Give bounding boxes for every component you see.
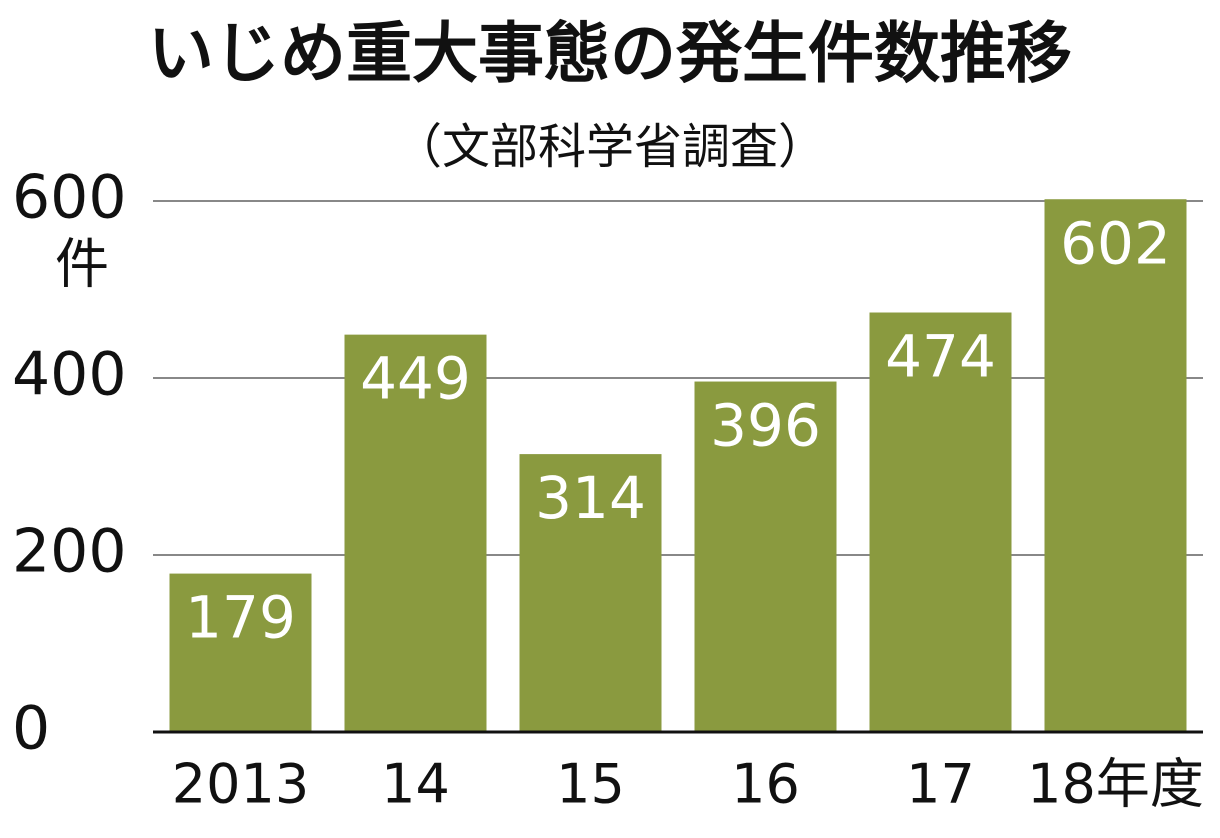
x-tick-label: 14 xyxy=(381,753,450,816)
y-tick-label: 400 xyxy=(12,340,127,410)
x-tick-label: 15 xyxy=(556,753,625,816)
value-label: 179 xyxy=(185,584,296,652)
value-label: 602 xyxy=(1060,209,1171,277)
x-tick-label: 2013 xyxy=(172,753,309,816)
bar xyxy=(519,454,662,732)
bar xyxy=(169,573,312,732)
x-tick-label: 16 xyxy=(731,753,800,816)
bar xyxy=(344,334,487,732)
y-tick-label: 0 xyxy=(12,694,50,764)
y-tick-label: 200 xyxy=(12,517,127,587)
chart-title: いじめ重大事態の発生件数推移 xyxy=(148,15,1072,92)
chart-subtitle: （文部科学省調査） xyxy=(394,119,826,175)
value-label: 314 xyxy=(535,464,646,532)
bar xyxy=(869,312,1012,732)
x-tick-label: 17 xyxy=(906,753,975,816)
y-unit: 件 xyxy=(55,233,109,296)
y-tick-label: 600 xyxy=(12,163,127,233)
bar xyxy=(694,381,837,732)
bar xyxy=(1044,199,1187,733)
value-label: 449 xyxy=(360,345,471,413)
value-label: 396 xyxy=(710,392,821,460)
value-label: 474 xyxy=(885,323,996,391)
x-tick-label: 18年度 xyxy=(1027,753,1204,816)
